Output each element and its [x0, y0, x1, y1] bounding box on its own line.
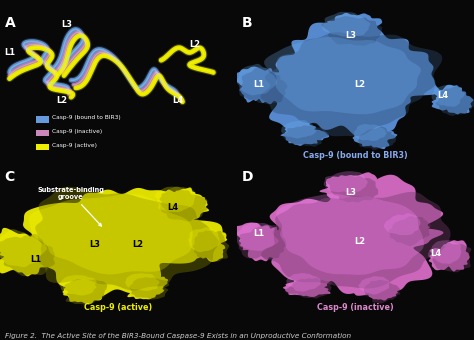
- Polygon shape: [326, 175, 378, 202]
- Polygon shape: [235, 222, 274, 251]
- Text: L2: L2: [132, 240, 143, 249]
- Text: Casp-9 (active): Casp-9 (active): [52, 143, 97, 148]
- Text: L1: L1: [253, 80, 264, 89]
- Polygon shape: [432, 242, 471, 272]
- Polygon shape: [190, 227, 227, 262]
- Polygon shape: [254, 22, 440, 140]
- Polygon shape: [29, 194, 193, 274]
- Text: L3: L3: [345, 31, 356, 40]
- Polygon shape: [321, 16, 382, 46]
- Polygon shape: [283, 125, 329, 147]
- Polygon shape: [428, 240, 470, 272]
- Polygon shape: [159, 187, 207, 222]
- Text: L2: L2: [56, 96, 67, 105]
- Text: L1: L1: [253, 229, 264, 238]
- Polygon shape: [125, 273, 160, 291]
- Polygon shape: [436, 86, 474, 116]
- Text: L4: L4: [172, 96, 183, 105]
- Text: L3: L3: [89, 240, 100, 249]
- Polygon shape: [0, 229, 42, 267]
- Polygon shape: [155, 187, 196, 212]
- Text: Casp-9 (inactive): Casp-9 (inactive): [52, 129, 102, 134]
- Polygon shape: [231, 67, 286, 104]
- Polygon shape: [354, 279, 400, 301]
- Polygon shape: [268, 175, 443, 294]
- Polygon shape: [281, 120, 317, 138]
- Polygon shape: [193, 230, 229, 261]
- Polygon shape: [129, 277, 169, 300]
- Polygon shape: [239, 67, 288, 104]
- Polygon shape: [59, 275, 97, 295]
- Polygon shape: [353, 126, 397, 149]
- Text: L4: L4: [167, 203, 179, 212]
- Text: Casp-9 (active): Casp-9 (active): [84, 303, 153, 312]
- Polygon shape: [358, 127, 396, 150]
- Polygon shape: [432, 85, 474, 114]
- Polygon shape: [147, 187, 209, 220]
- Polygon shape: [364, 280, 401, 303]
- Text: Substrate-binding
groove: Substrate-binding groove: [37, 187, 105, 226]
- Polygon shape: [261, 192, 451, 289]
- Polygon shape: [319, 13, 382, 48]
- Polygon shape: [388, 216, 431, 246]
- Polygon shape: [286, 273, 321, 291]
- Polygon shape: [261, 32, 442, 136]
- FancyBboxPatch shape: [36, 116, 48, 122]
- Text: L2: L2: [355, 237, 366, 246]
- Text: Casp-9 (bound to BIR3): Casp-9 (bound to BIR3): [303, 151, 408, 160]
- Polygon shape: [281, 121, 329, 146]
- Text: C: C: [5, 170, 15, 184]
- Polygon shape: [358, 276, 390, 294]
- Polygon shape: [238, 224, 286, 260]
- Polygon shape: [285, 278, 332, 299]
- Polygon shape: [22, 188, 223, 299]
- Polygon shape: [387, 214, 430, 247]
- Polygon shape: [283, 275, 331, 297]
- Polygon shape: [237, 64, 277, 95]
- Polygon shape: [35, 187, 219, 290]
- Polygon shape: [324, 171, 368, 193]
- Polygon shape: [126, 275, 168, 299]
- Text: L4: L4: [438, 91, 449, 100]
- Text: Figure 2.  The Active Site of the BIR3-Bound Caspase-9 Exists in an Unproductive: Figure 2. The Active Site of the BIR3-Bo…: [5, 333, 351, 339]
- FancyBboxPatch shape: [36, 130, 48, 136]
- Polygon shape: [0, 228, 55, 276]
- Polygon shape: [354, 124, 387, 141]
- Text: L1: L1: [4, 48, 15, 57]
- Polygon shape: [276, 194, 424, 275]
- Polygon shape: [431, 85, 465, 107]
- Text: D: D: [242, 170, 253, 184]
- FancyBboxPatch shape: [36, 144, 48, 150]
- Polygon shape: [63, 279, 107, 305]
- Text: B: B: [242, 16, 252, 30]
- Polygon shape: [188, 227, 219, 252]
- Polygon shape: [322, 12, 370, 37]
- Polygon shape: [234, 223, 285, 261]
- Text: L1: L1: [30, 255, 41, 264]
- Text: L2: L2: [355, 80, 366, 89]
- Text: Casp-9 (bound to BIR3): Casp-9 (bound to BIR3): [52, 115, 121, 120]
- Text: Casp-9 (inactive): Casp-9 (inactive): [317, 303, 394, 312]
- Text: L4: L4: [430, 249, 442, 258]
- Text: L3: L3: [61, 20, 72, 29]
- Text: L3: L3: [345, 188, 356, 197]
- Polygon shape: [264, 37, 421, 114]
- Polygon shape: [61, 273, 107, 304]
- Polygon shape: [428, 240, 461, 264]
- Polygon shape: [319, 172, 380, 201]
- Text: L2: L2: [189, 40, 200, 49]
- Polygon shape: [0, 234, 55, 276]
- Text: A: A: [5, 16, 16, 30]
- Polygon shape: [384, 213, 420, 235]
